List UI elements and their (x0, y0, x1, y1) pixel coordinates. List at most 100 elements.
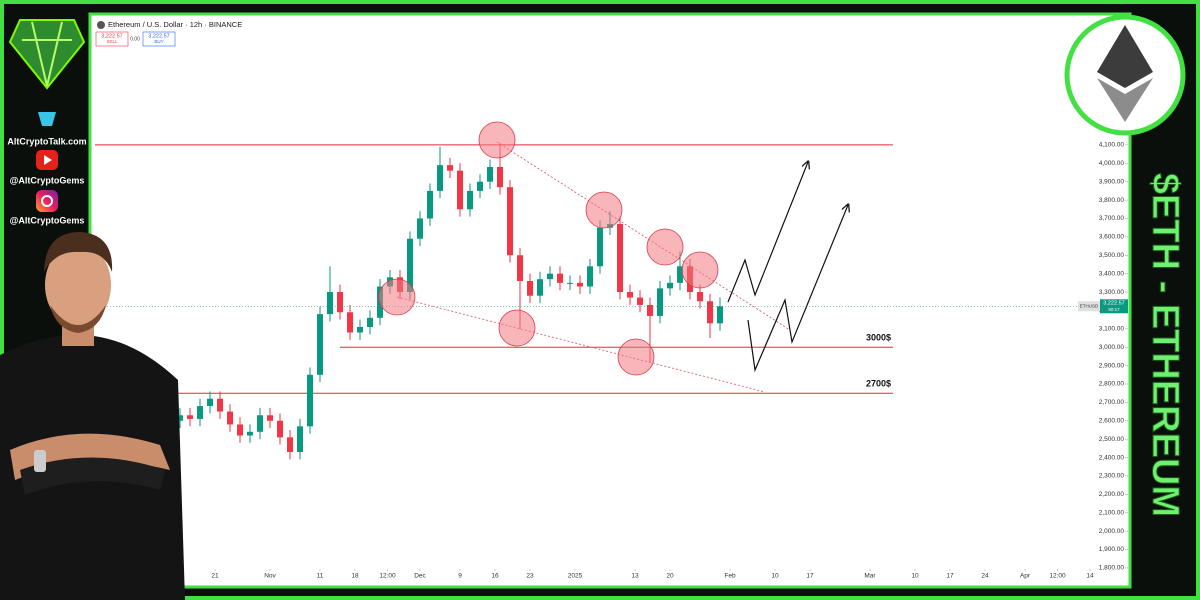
candle-body (207, 398, 213, 407)
candle-body (647, 304, 653, 316)
candle-body (437, 165, 443, 191)
candle-body (247, 431, 253, 436)
candle-body (287, 437, 293, 453)
y-tick-label: 3,600.00 (1099, 234, 1125, 241)
candle-body (257, 415, 263, 432)
candle-body (347, 312, 353, 333)
candle-body (597, 227, 603, 267)
candle-body (177, 415, 183, 421)
candle-body (577, 282, 583, 287)
sell-price: 3,222.57 (101, 33, 122, 39)
countdown: 50:17 (1108, 307, 1120, 312)
youtube-play (44, 155, 52, 165)
candle-body (527, 281, 533, 296)
candle-body (467, 190, 473, 210)
candle-body (337, 292, 343, 313)
x-tick-label: Dec (414, 573, 426, 580)
candle-body (187, 415, 193, 419)
instagram-icon (36, 190, 58, 212)
y-tick-label: 2,200.00 (1099, 491, 1125, 498)
y-tick-label: 1,800.00 (1099, 565, 1125, 572)
x-tick-label: 23 (526, 573, 534, 580)
candle-body (617, 223, 623, 293)
candle-body (417, 218, 423, 239)
y-tick-label: 1,900.00 (1099, 546, 1125, 553)
candle-body (487, 166, 493, 182)
candle-body (507, 187, 513, 256)
candle-body (407, 238, 413, 293)
symbol-icon (97, 21, 105, 29)
level-label: 2700$ (866, 379, 891, 389)
x-tick-label: Nov (264, 573, 276, 580)
y-tick-label: 2,500.00 (1099, 436, 1125, 443)
y-tick-label: 3,300.00 (1099, 289, 1125, 296)
candle-body (637, 297, 643, 305)
x-tick-label: 2025 (568, 573, 583, 580)
circle (478, 121, 516, 159)
projection-arrow (727, 162, 808, 303)
x-tick-label: 20 (666, 573, 674, 580)
x-tick-label: 13 (631, 573, 639, 580)
candle-body (717, 306, 723, 324)
price-tag (1100, 299, 1128, 314)
buy-label: BUY (154, 39, 163, 44)
y-tick-label: 3,100.00 (1099, 326, 1125, 333)
y-tick-label: 3,800.00 (1099, 197, 1125, 204)
projection-arrow (747, 205, 848, 373)
y-tick-label: 2,700.00 (1099, 399, 1125, 406)
candle-body (477, 181, 483, 191)
candle-body (327, 292, 333, 315)
circle (646, 228, 684, 266)
candle-body (367, 317, 373, 327)
chart-panel (88, 12, 1132, 589)
candle-body (657, 288, 663, 316)
candle-body (427, 190, 433, 219)
x-tick-label: 12:00 (379, 573, 396, 580)
candle-body (267, 415, 273, 421)
candle-body (707, 301, 713, 324)
circle (585, 191, 623, 229)
y-tick-label: 3,400.00 (1099, 270, 1125, 277)
candle-body (587, 266, 593, 287)
buy-box (142, 31, 176, 47)
handle: @AltCryptoGems (10, 215, 85, 225)
sell-box (95, 31, 129, 47)
y-tick-label: 3,900.00 (1099, 178, 1125, 185)
circle (498, 309, 536, 347)
site-icon (38, 112, 56, 126)
annotations (396, 141, 791, 393)
candle-body (217, 398, 223, 412)
candle-body (307, 374, 313, 427)
x-tick-label: 10 (911, 573, 919, 580)
y-tick-label: 3,500.00 (1099, 252, 1125, 259)
eth-diamond (1097, 78, 1153, 122)
eth-diamond (1097, 25, 1153, 88)
handle: @AltCryptoGems (10, 175, 85, 185)
candle-body (547, 273, 553, 280)
candle-body (557, 273, 563, 283)
x-tick-label: Apr (1020, 573, 1031, 580)
candle-body (697, 292, 703, 302)
x-tick-label: 24 (981, 573, 989, 580)
y-tick-label: 2,400.00 (1099, 454, 1125, 461)
x-tick-label: 9 (458, 573, 462, 580)
candle-body (627, 292, 633, 298)
x-tick-label: 14 (1086, 573, 1094, 580)
handle: AltCryptoTalk.com (7, 136, 86, 146)
symbol-tag (1078, 301, 1100, 312)
chart-title: Ethereum / U.S. Dollar · 12h · BINANCE (108, 20, 242, 29)
x-tick-label: 21 (211, 573, 219, 580)
last-price-label: 3,222.57 (1103, 301, 1124, 307)
support-trend (396, 296, 766, 393)
x-tick-label: 17 (806, 573, 814, 580)
instagram-lens (41, 195, 53, 207)
presenter-photo (0, 232, 185, 600)
y-tick-label: 3,700.00 (1099, 215, 1125, 222)
candle-body (227, 411, 233, 425)
y-tick-label: 2,000.00 (1099, 528, 1125, 535)
spread: 0.00 (130, 36, 140, 42)
highlight-circles (378, 121, 719, 376)
sell-label: SELL (106, 39, 118, 44)
x-tick-label: 16 (491, 573, 499, 580)
